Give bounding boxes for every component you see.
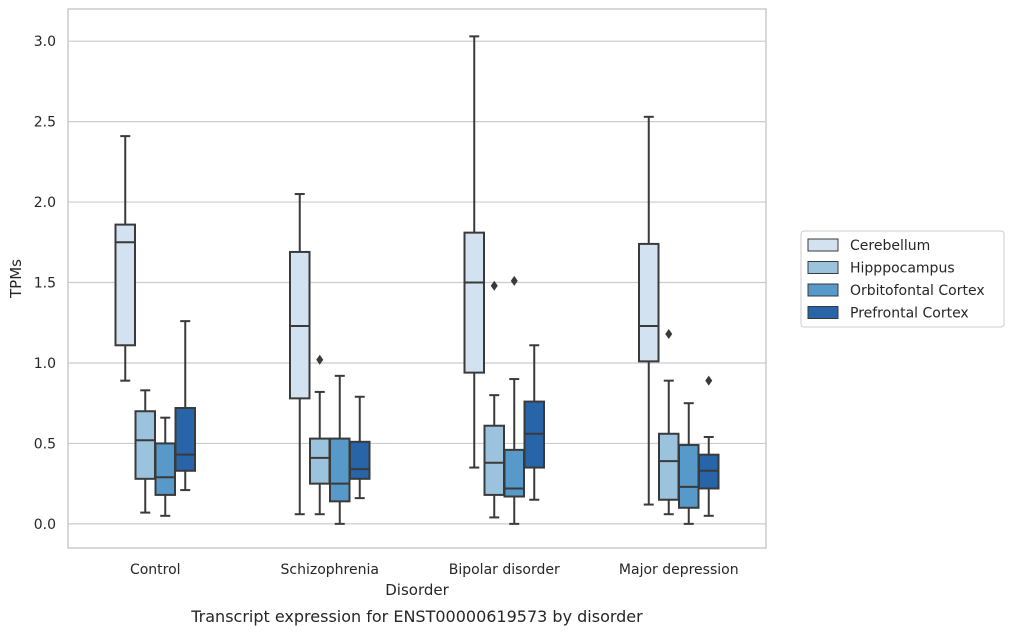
iqr-box — [114, 223, 136, 347]
legend-swatch — [807, 261, 839, 274]
plot-frame — [67, 8, 767, 549]
legend-label: Cerebellum — [850, 238, 930, 254]
box-hipppocampus-1 — [309, 354, 331, 516]
legend-swatch — [807, 306, 839, 319]
box-orbitofontal-cortex-1 — [329, 374, 351, 525]
y-tick-label: 2.0 — [34, 195, 56, 211]
legend-swatch — [807, 283, 839, 297]
legend-label: Orbitofontal Cortex — [850, 283, 985, 299]
box-prefrontal-cortex-3 — [698, 375, 720, 517]
iqr-box — [678, 444, 700, 509]
y-tick-label: 0.5 — [34, 436, 56, 452]
iqr-box — [658, 432, 680, 501]
y-tick-label: 3.0 — [34, 34, 56, 50]
iqr-box — [174, 407, 196, 472]
iqr-box — [463, 231, 485, 374]
plot-boxes — [114, 35, 720, 525]
box-cerebellum-3 — [638, 115, 660, 506]
y-axis-ticks: 0.0 0.5 1.0 1.5 2.0 2.5 3.0 — [34, 34, 56, 533]
x-axis-ticks: Control Schizophrenia Bipolar disorder Majo… — [130, 562, 739, 578]
y-tick-label: 1.5 — [34, 276, 56, 292]
y-axis-label: TPMs — [7, 259, 25, 299]
iqr-box — [503, 448, 525, 498]
x-tick-label: Schizophrenia — [281, 562, 379, 578]
y-tick-label: 0.0 — [34, 517, 56, 533]
x-axis-label: Disorder — [385, 581, 449, 599]
box-cerebellum-0 — [114, 135, 136, 382]
y-tick-label: 2.5 — [34, 115, 56, 131]
box-orbitofontal-cortex-2 — [503, 275, 525, 525]
outlier-marker — [705, 375, 713, 386]
legend-swatch — [807, 238, 839, 252]
outlier-marker — [316, 354, 324, 365]
box-prefrontal-cortex-1 — [349, 395, 371, 500]
iqr-box — [154, 442, 176, 496]
box-cerebellum-1 — [289, 193, 311, 516]
box-hipppocampus-2 — [483, 280, 505, 519]
iqr-box — [134, 410, 156, 480]
legend-label: Hipppocampus — [850, 261, 955, 277]
outlier-marker — [665, 329, 673, 340]
x-tick-label: Major depression — [619, 562, 739, 578]
iqr-box — [349, 440, 371, 480]
y-tick-label: 1.0 — [34, 356, 56, 372]
box-cerebellum-2 — [463, 35, 485, 469]
outlier-marker — [490, 280, 498, 291]
legend-frame — [800, 230, 1005, 328]
box-orbitofontal-cortex-3 — [678, 402, 700, 525]
box-hipppocampus-3 — [658, 329, 680, 516]
legend: Cerebellum Hipppocampus Orbitofontal Corte… — [800, 230, 1005, 328]
chart-caption: Transcript expression for ENST0000061957… — [190, 607, 643, 626]
box-hipppocampus-0 — [134, 389, 156, 514]
box-prefrontal-cortex-0 — [174, 320, 196, 492]
iqr-box — [483, 424, 505, 496]
x-tick-label: Control — [130, 562, 181, 578]
outlier-marker — [510, 275, 518, 286]
box-prefrontal-cortex-2 — [523, 344, 545, 501]
box-orbitofontal-cortex-0 — [154, 416, 176, 517]
iqr-box — [329, 437, 351, 503]
iqr-box — [309, 437, 331, 485]
iqr-box — [638, 242, 660, 363]
legend-label: Prefrontal Cortex — [850, 306, 969, 322]
x-tick-label: Bipolar disorder — [449, 562, 560, 578]
